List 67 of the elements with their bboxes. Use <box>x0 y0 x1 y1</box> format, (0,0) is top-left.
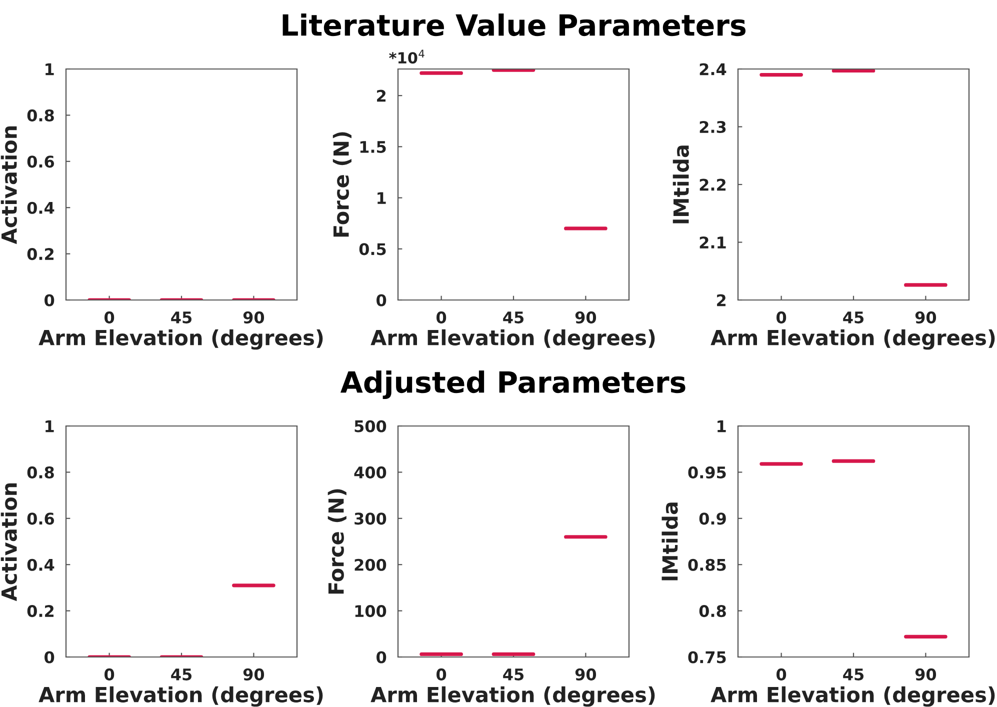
y-axis-title: Force (N) <box>332 132 352 237</box>
y-tick-label: 0.9 <box>699 512 726 525</box>
y-tick-label: 200 <box>354 558 386 571</box>
y-axis-title: Force (N) <box>328 489 346 594</box>
x-tick-label: 0 <box>436 311 446 324</box>
y-tick-label: 2 <box>717 294 726 306</box>
chart-title: Adjusted Parameters <box>340 370 686 399</box>
y-tick-label: 300 <box>354 512 386 525</box>
y-tick-label: 100 <box>355 605 386 618</box>
x-tick-label: 90 <box>243 668 264 680</box>
y-tick-label: 1 <box>46 63 54 76</box>
y-tick-label: 0.85 <box>688 558 726 571</box>
y-tick-label: 0.4 <box>27 202 54 214</box>
y-axis-title: Activation <box>0 126 18 244</box>
y-tick-label: 0.75 <box>688 651 726 664</box>
y-tick-label: 0.6 <box>27 156 54 168</box>
x-axis-title: Arm Elevation (degrees) <box>710 686 995 707</box>
y-tick-label: 0.6 <box>27 512 54 525</box>
x-tick-label: 90 <box>243 311 264 324</box>
y-tick-label: 0.8 <box>699 605 726 618</box>
y-tick-label: 1 <box>46 420 54 432</box>
x-tick-label: 45 <box>503 312 524 324</box>
y-tick-label: 2.3 <box>700 120 726 134</box>
x-tick-label: 45 <box>171 668 192 680</box>
y-tick-label: 0.2 <box>27 248 54 260</box>
y-axis-title: lMtilda <box>662 502 678 580</box>
y-tick-label: 500 <box>354 420 386 432</box>
y-tick-label: 0 <box>44 294 54 306</box>
y-axis-title: Activation <box>0 483 18 602</box>
x-tick-label: 0 <box>104 668 114 680</box>
x-axis-title: Arm Elevation (degrees) <box>38 329 323 350</box>
y-tick-label: 2.2 <box>700 178 726 191</box>
x-tick-label: 0 <box>776 311 786 324</box>
y-tick-label: 1.5 <box>360 141 386 153</box>
y-tick-label: 0.4 <box>27 558 54 571</box>
x-tick-label: 45 <box>171 312 192 324</box>
x-tick-label: 45 <box>843 668 864 680</box>
y-tick-label: 400 <box>354 466 386 478</box>
y-tick-label: 2 <box>377 90 386 102</box>
x-tick-label: 45 <box>843 312 864 324</box>
x-tick-label: 90 <box>915 311 936 324</box>
y-tick-label: 0.95 <box>688 466 726 478</box>
x-tick-label: 90 <box>575 668 596 680</box>
y-tick-label: 0.8 <box>27 466 54 478</box>
x-axis-title: Arm Elevation (degrees) <box>710 329 995 350</box>
x-tick-label: 90 <box>575 311 596 324</box>
y-tick-label: 1 <box>718 420 726 432</box>
x-tick-label: 0 <box>776 668 786 680</box>
y-tick-label: 0 <box>376 294 386 306</box>
x-tick-label: 0 <box>436 668 446 680</box>
x-axis-title: Arm Elevation (degrees) <box>370 329 655 350</box>
chart-title: Literature Value Parameters <box>282 14 746 36</box>
x-tick-label: 90 <box>915 668 936 680</box>
x-tick-label: 45 <box>503 668 524 680</box>
y-tick-label: 0 <box>376 651 386 664</box>
y-tick-label: 0.8 <box>27 109 54 122</box>
x-axis-title: Arm Elevation (degrees) <box>38 686 323 707</box>
y-tick-label: 0 <box>44 651 54 664</box>
y-tick-label: 0.5 <box>359 243 386 256</box>
y-tick-label: 1 <box>378 192 386 204</box>
y-tick-label: 2.1 <box>700 236 726 248</box>
x-tick-label: 0 <box>104 311 114 324</box>
text: *10$^{4}$ <box>389 50 424 64</box>
y-tick-label: 2.4 <box>700 63 726 76</box>
y-axis-title: lMtilda <box>672 146 690 224</box>
x-axis-title: Arm Elevation (degrees) <box>370 686 655 707</box>
y-tick-label: 0.2 <box>27 605 54 618</box>
